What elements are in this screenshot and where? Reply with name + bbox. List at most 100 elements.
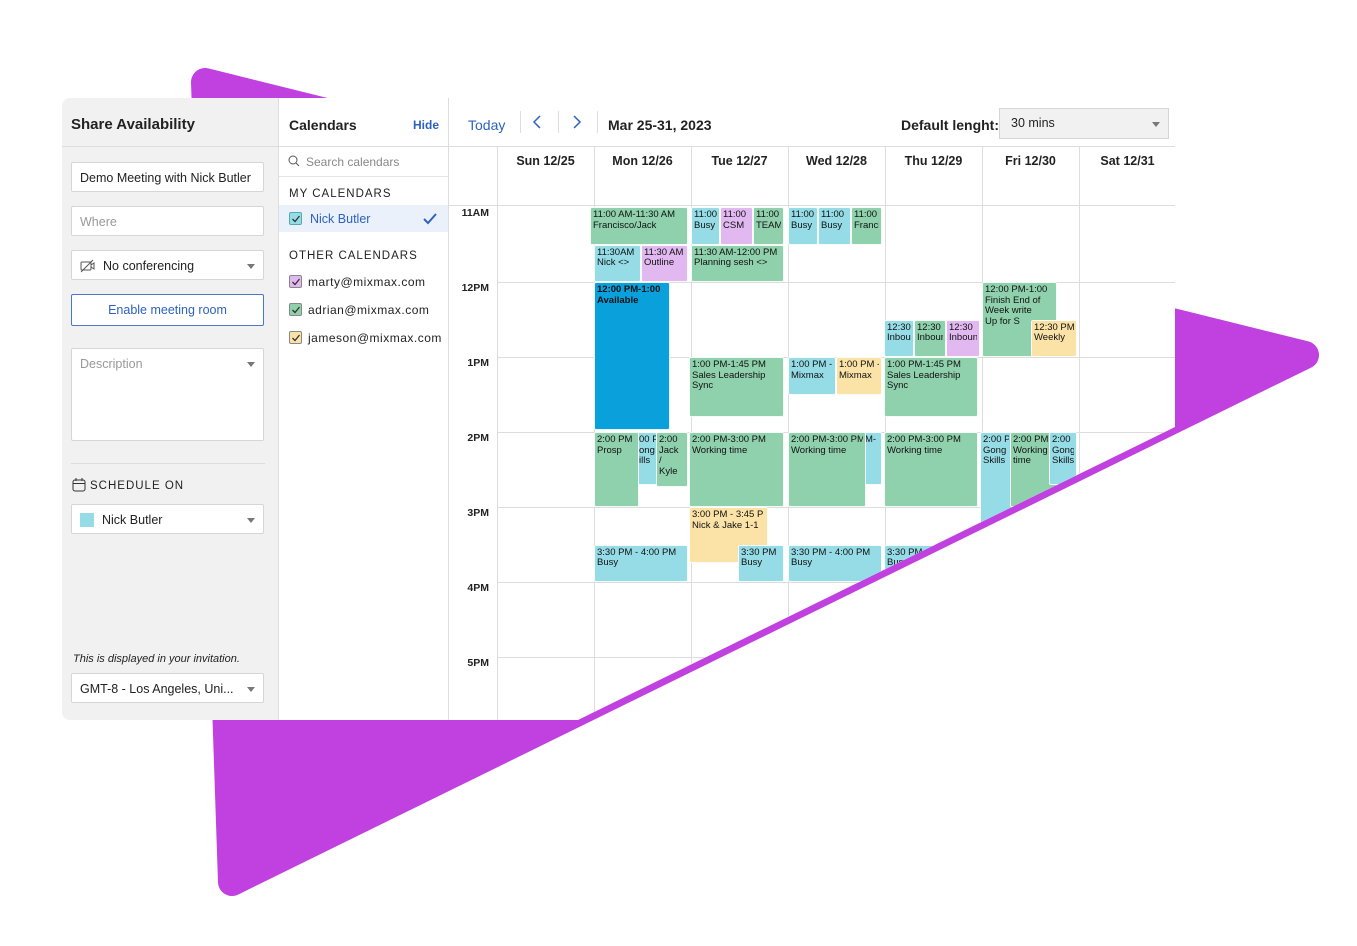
event-text: Finish End of <box>985 295 1041 306</box>
day-header: Wed 12/28 <box>806 154 867 168</box>
calendar-event[interactable]: 11:00 Busy <box>691 207 720 245</box>
calendar-event[interactable]: 11:00 Franci <box>851 207 882 245</box>
event-text: Nick & Jake 1-1 <box>692 520 759 531</box>
event-text: Nick <> <box>597 258 630 268</box>
event-text: Working time <box>791 445 847 456</box>
divider <box>71 463 265 464</box>
schedule-user: Nick Butler <box>102 513 163 527</box>
checkbox[interactable] <box>289 275 302 288</box>
calendar-icon <box>72 478 86 492</box>
calendar-event[interactable]: 1:00 PM - Mixmax <box>788 357 836 395</box>
next-button[interactable] <box>572 115 582 129</box>
event-text: / <box>659 456 662 466</box>
event-text: Franci <box>854 220 879 231</box>
my-calendars-label: MY CALENDARS <box>289 188 392 200</box>
my-calendar-row[interactable]: Nick Butler <box>279 205 448 232</box>
event-text: 12:30 <box>887 322 911 333</box>
event-text: 11:30 AM-12:00 PM <box>694 247 778 258</box>
calendar-event[interactable]: 2:00 PM Prosp <box>594 432 639 507</box>
date-range: Mar 25-31, 2023 <box>608 117 712 133</box>
timezone-select[interactable]: GMT-8 - Los Angeles, Uni... <box>71 673 264 703</box>
grid-line <box>449 205 1175 206</box>
divider <box>279 146 448 147</box>
event-text: Busy <box>887 558 909 568</box>
event-text: 2:00 PM <box>1013 435 1049 445</box>
grid-line <box>1079 147 1080 720</box>
calendar-event[interactable]: 12:30 PM Weekly <box>1031 319 1077 357</box>
checkbox[interactable] <box>289 303 302 316</box>
hide-link[interactable]: Hide <box>413 118 440 132</box>
caret <box>247 518 255 523</box>
event-text: 11:00 <box>694 210 717 220</box>
search-input[interactable]: Search calendars <box>306 155 400 169</box>
calendar-event[interactable]: 11:30AM Nick <> <box>594 244 641 282</box>
length-value: 30 mins <box>1011 116 1055 130</box>
length-label: Default lenght: <box>901 117 999 133</box>
calendar-event[interactable]: 1:00 PM-1:45 PM Sales Leadership Sync <box>689 357 784 417</box>
hour-label: 5PM <box>467 657 489 669</box>
event-text: 11:00 <box>821 210 845 220</box>
schedule-select[interactable]: Nick Butler <box>71 504 264 534</box>
prev-button[interactable] <box>532 115 542 129</box>
calendar-event[interactable]: 11:30 AM-12:00 PM Planning sesh <> <box>691 244 784 282</box>
calendar-event[interactable]: 2:00 Gong Skills <box>1049 432 1077 485</box>
calendar-event[interactable]: 3:30 PM Busy <box>738 544 784 582</box>
event-text: 2:00 PM <box>597 435 633 445</box>
calendar-event[interactable]: 11:00 TEAM <box>753 207 784 245</box>
event-text: Weekly <box>1034 333 1065 343</box>
enable-room-button[interactable]: Enable meeting room <box>71 294 264 326</box>
calendar-event[interactable]: 1:00 PM-1:45 PM Sales Leadership Sync <box>884 357 978 417</box>
checkbox[interactable] <box>289 212 302 225</box>
calendar-name: adrian@mixmax.com <box>308 303 430 317</box>
event-text: Planning sesh <> <box>694 258 768 268</box>
calendar-event[interactable]: 11:00 AM-11:30 AM Francisco/Jack <box>590 207 688 245</box>
event-text: 12:30 <box>917 322 941 333</box>
event-text: 3:00 PM - 3:45 P <box>692 510 764 520</box>
caret <box>1152 122 1160 127</box>
calendars-panel: Calendars Hide Search calendars MY CALEN… <box>279 98 449 720</box>
hour-label: 12PM <box>461 282 489 294</box>
checkbox[interactable] <box>289 331 302 344</box>
calendar-event[interactable]: 2:00 Jack / Kyle <box>656 432 688 487</box>
event-text: 3:30 PM <box>741 547 777 558</box>
event-text: Outline <box>644 258 675 268</box>
no-video-icon <box>80 259 95 273</box>
description-placeholder: Description <box>80 357 143 371</box>
calendar-event[interactable]: 11:00 CSM <box>720 207 753 245</box>
event-text: 1:00 PM - <box>791 360 833 370</box>
divider <box>520 111 521 133</box>
conferencing-select[interactable]: No conferencing <box>71 250 264 280</box>
event-text: 12:00 PM-1:00 <box>597 285 661 295</box>
calendar-event[interactable]: 11:00 Busy <box>788 207 818 245</box>
event-text: Working time <box>887 445 943 456</box>
calendar-event[interactable]: 2:00 PM-3:00 PM Working time <box>884 432 978 507</box>
today-button[interactable]: Today <box>468 117 506 133</box>
event-text: 2:00 PM-3:00 PM <box>887 435 961 445</box>
calendar-event[interactable]: 2:00 PM-3:00 PM Working time <box>689 432 784 507</box>
where-input[interactable]: Where <box>71 206 264 236</box>
calendar-event[interactable]: 1:00 PM - Mixmax <box>836 357 882 395</box>
event-text: Working <box>1013 445 1048 456</box>
caret <box>247 362 255 367</box>
event-text: 1:00 PM-1:45 PM <box>692 360 766 370</box>
meeting-title-input[interactable]: Demo Meeting with Nick Butler <box>71 162 264 192</box>
invitation-note: This is displayed in your invitation. <box>73 653 240 665</box>
calendar-event[interactable]: 11:30 AM Outline <box>641 244 688 282</box>
event-text: 3:30 PM - 4:00 PM <box>597 547 677 558</box>
calendar-event[interactable]: 11:00 Busy <box>818 207 851 245</box>
event-text: Busy <box>791 558 813 568</box>
event-text: M- <box>865 435 877 445</box>
calendar-event[interactable]: 12:00 PM-1:00 Available <box>594 282 670 430</box>
event-text: Gong <box>1052 445 1074 456</box>
event-text: time <box>1013 456 1031 466</box>
length-select[interactable]: 30 mins <box>999 108 1169 139</box>
description-input[interactable]: Description <box>71 348 264 441</box>
event-text: 12:00 PM-1:00 <box>985 285 1048 295</box>
calendar-event[interactable]: 2:00 PM-3:00 PM Working time <box>788 432 866 507</box>
